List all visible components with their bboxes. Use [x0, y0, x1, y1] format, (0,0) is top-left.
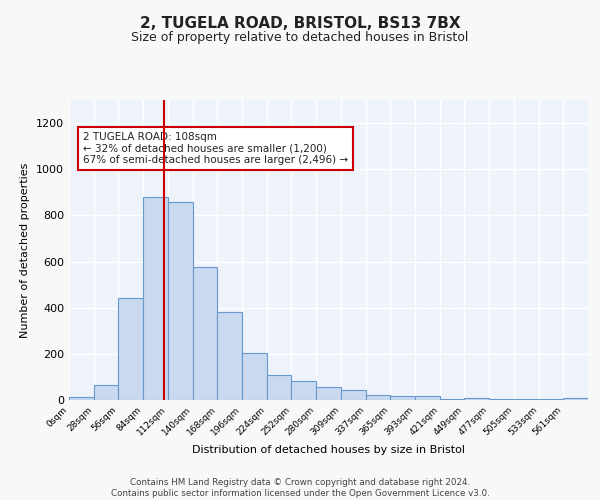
Bar [489, 399, 514, 400]
X-axis label: Distribution of detached houses by size in Bristol: Distribution of detached houses by size … [192, 446, 465, 456]
Text: 2, TUGELA ROAD, BRISTOL, BS13 7BX: 2, TUGELA ROAD, BRISTOL, BS13 7BX [140, 16, 460, 31]
Bar [415, 396, 440, 400]
Bar [193, 268, 217, 400]
Bar [464, 398, 489, 400]
Bar [118, 298, 143, 400]
Bar [365, 396, 390, 400]
Bar [390, 396, 415, 400]
Bar [94, 385, 118, 400]
Text: 2 TUGELA ROAD: 108sqm
← 32% of detached houses are smaller (1,200)
67% of semi-d: 2 TUGELA ROAD: 108sqm ← 32% of detached … [83, 132, 348, 165]
Bar [69, 397, 94, 400]
Bar [563, 398, 588, 400]
Bar [242, 352, 267, 400]
Bar [514, 399, 539, 400]
Bar [440, 399, 464, 400]
Text: Size of property relative to detached houses in Bristol: Size of property relative to detached ho… [131, 31, 469, 44]
Text: Contains HM Land Registry data © Crown copyright and database right 2024.
Contai: Contains HM Land Registry data © Crown c… [110, 478, 490, 498]
Bar [316, 388, 341, 400]
Bar [168, 202, 193, 400]
Bar [292, 381, 316, 400]
Bar [217, 312, 242, 400]
Y-axis label: Number of detached properties: Number of detached properties [20, 162, 31, 338]
Bar [539, 399, 563, 400]
Bar [341, 390, 365, 400]
Bar [267, 374, 292, 400]
Bar [143, 197, 168, 400]
